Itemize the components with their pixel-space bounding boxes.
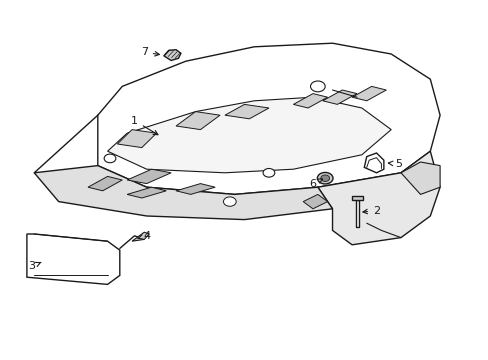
Circle shape — [223, 197, 236, 206]
Polygon shape — [400, 162, 439, 194]
Polygon shape — [317, 151, 439, 245]
Polygon shape — [127, 187, 166, 198]
Polygon shape — [132, 232, 149, 241]
Polygon shape — [163, 50, 181, 60]
Text: 7: 7 — [141, 47, 159, 57]
Polygon shape — [293, 94, 327, 108]
Circle shape — [263, 168, 274, 177]
Polygon shape — [322, 90, 356, 104]
Polygon shape — [224, 104, 268, 119]
Polygon shape — [27, 234, 120, 284]
Polygon shape — [303, 194, 327, 209]
Polygon shape — [107, 97, 390, 173]
Circle shape — [310, 81, 325, 92]
Polygon shape — [98, 43, 439, 194]
Circle shape — [317, 172, 332, 184]
Polygon shape — [34, 166, 332, 220]
Text: 1: 1 — [131, 116, 158, 135]
Circle shape — [104, 154, 116, 163]
Polygon shape — [176, 112, 220, 130]
Polygon shape — [355, 200, 359, 227]
Polygon shape — [117, 130, 156, 148]
Text: 4: 4 — [137, 231, 150, 241]
Polygon shape — [176, 184, 215, 194]
Circle shape — [320, 175, 329, 181]
Polygon shape — [351, 86, 386, 101]
Polygon shape — [88, 176, 122, 191]
Text: 2: 2 — [362, 206, 379, 216]
Text: 3: 3 — [28, 261, 41, 271]
Polygon shape — [364, 153, 383, 173]
Polygon shape — [351, 196, 363, 200]
Text: 5: 5 — [387, 159, 401, 169]
Text: 6: 6 — [309, 179, 322, 189]
Polygon shape — [127, 169, 171, 184]
